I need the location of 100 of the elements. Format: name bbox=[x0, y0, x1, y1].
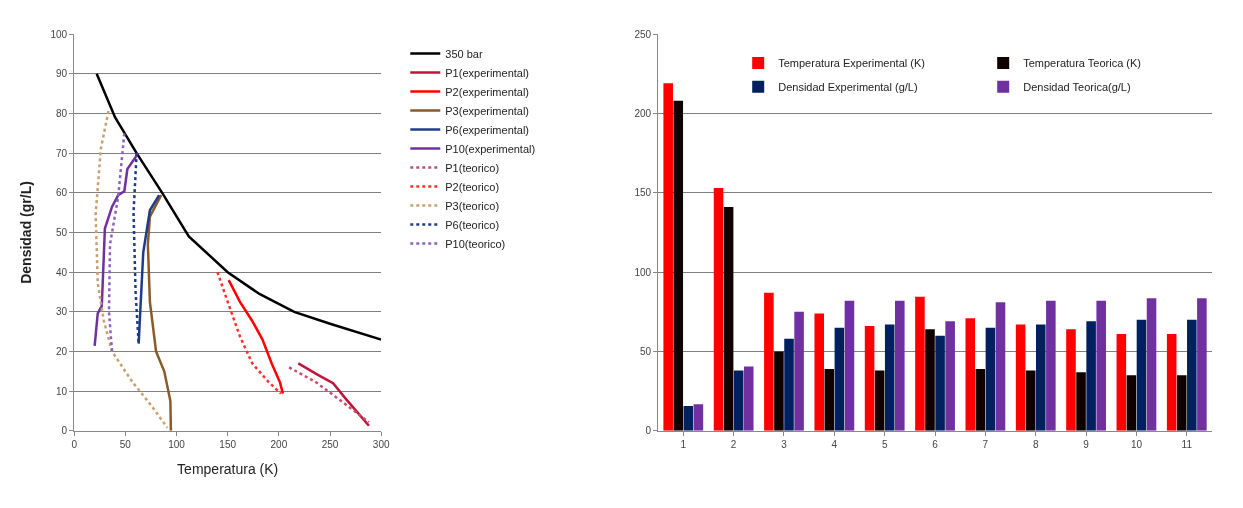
line-series bbox=[146, 193, 173, 431]
bar bbox=[1166, 334, 1177, 431]
line-series bbox=[287, 366, 371, 424]
y-tick-label: 0 bbox=[61, 425, 68, 437]
x-tick-label: 11 bbox=[1181, 438, 1193, 450]
bar bbox=[985, 327, 996, 431]
bar bbox=[663, 83, 673, 431]
bar bbox=[925, 329, 935, 431]
bar bbox=[1046, 300, 1056, 431]
x-tick-label: 250 bbox=[321, 438, 339, 450]
legend-label: Temperatura Experimental (K) bbox=[778, 57, 925, 70]
bar bbox=[895, 300, 905, 431]
y-tick-label: 0 bbox=[645, 425, 652, 437]
bar bbox=[965, 318, 976, 431]
y-tick-label: 20 bbox=[56, 346, 68, 358]
bar bbox=[784, 338, 794, 431]
bar bbox=[834, 327, 845, 431]
bar bbox=[713, 188, 724, 431]
x-axis-title: Temperatura (K) bbox=[177, 461, 279, 478]
bar bbox=[683, 405, 694, 431]
legend-label: P1(teorico) bbox=[445, 161, 500, 174]
bar bbox=[1197, 298, 1207, 431]
bar bbox=[824, 368, 835, 431]
x-tick-label: 4 bbox=[831, 438, 838, 450]
line-series bbox=[95, 72, 382, 341]
legend-label: P6(experimental) bbox=[445, 123, 530, 136]
x-tick-label: 3 bbox=[781, 438, 788, 450]
bar bbox=[723, 207, 734, 431]
y-axis-title: Densidad (gr/L) bbox=[18, 181, 35, 284]
legend-label: P3(experimental) bbox=[445, 104, 530, 117]
legend-label: Densidad Teorica(g/L) bbox=[1023, 81, 1131, 94]
x-tick-label: 8 bbox=[1032, 438, 1039, 450]
legend-label: P1(experimental) bbox=[445, 66, 530, 79]
y-tick-label: 80 bbox=[56, 107, 68, 119]
bar bbox=[884, 324, 895, 431]
x-tick-label: 5 bbox=[881, 438, 888, 450]
bar bbox=[1066, 329, 1076, 431]
y-tick-label: 200 bbox=[634, 107, 652, 119]
x-tick-label: 1 bbox=[680, 438, 687, 450]
bar bbox=[874, 370, 885, 431]
line-series bbox=[107, 132, 126, 353]
x-tick-label: 100 bbox=[168, 438, 186, 450]
bar bbox=[794, 311, 804, 431]
bar bbox=[774, 351, 784, 431]
y-tick-label: 60 bbox=[56, 187, 68, 199]
bar bbox=[764, 292, 774, 431]
bar bbox=[844, 300, 855, 431]
y-tick-label: 250 bbox=[634, 28, 652, 40]
legend-label: P10(experimental) bbox=[445, 142, 536, 155]
bar bbox=[1187, 319, 1197, 431]
bar bbox=[1096, 300, 1106, 431]
legend-label: P6(teorico) bbox=[445, 218, 500, 231]
bar bbox=[864, 326, 875, 431]
y-tick-label: 50 bbox=[56, 226, 68, 238]
x-tick-label: 50 bbox=[119, 438, 132, 450]
bar bbox=[814, 313, 825, 431]
y-tick-label: 100 bbox=[50, 28, 68, 40]
x-tick-label: 2 bbox=[730, 438, 737, 450]
bar bbox=[1025, 370, 1036, 431]
bar bbox=[1086, 321, 1096, 431]
bar bbox=[1015, 324, 1026, 431]
x-tick-label: 7 bbox=[982, 438, 989, 450]
x-tick-label: 10 bbox=[1130, 438, 1143, 450]
legend-label: P3(teorico) bbox=[445, 199, 500, 212]
bar bbox=[935, 335, 945, 431]
x-tick-label: 200 bbox=[270, 438, 288, 450]
legend-label: P10(teorico) bbox=[445, 237, 506, 250]
y-tick-label: 10 bbox=[56, 385, 68, 397]
bar bbox=[1146, 298, 1157, 431]
y-tick-label: 150 bbox=[634, 187, 652, 199]
bar bbox=[945, 321, 955, 431]
legend-label: P2(teorico) bbox=[445, 180, 500, 193]
bar bbox=[995, 302, 1006, 431]
legend-label: Densidad Experimental (g/L) bbox=[778, 81, 918, 94]
line-series bbox=[216, 270, 283, 395]
line-series bbox=[94, 109, 169, 429]
x-tick-label: 6 bbox=[932, 438, 939, 450]
bar bbox=[975, 368, 986, 431]
line-series bbox=[227, 278, 285, 395]
x-tick-label: 150 bbox=[219, 438, 237, 450]
bar bbox=[693, 404, 704, 431]
bar bbox=[1116, 334, 1127, 431]
bar bbox=[673, 100, 684, 431]
y-tick-label: 70 bbox=[56, 147, 68, 159]
bar bbox=[743, 366, 754, 431]
y-tick-label: 100 bbox=[634, 266, 652, 278]
legend-label: 350 bar bbox=[445, 47, 483, 60]
bar bbox=[1126, 375, 1137, 431]
x-tick-label: 9 bbox=[1083, 438, 1090, 450]
bar bbox=[1136, 319, 1147, 431]
x-tick-label: 0 bbox=[71, 438, 78, 450]
bar bbox=[915, 296, 925, 431]
bar bbox=[1176, 375, 1187, 431]
y-tick-label: 90 bbox=[56, 68, 68, 80]
legend-label: P2(experimental) bbox=[445, 85, 530, 98]
bar bbox=[1076, 372, 1086, 431]
legend-label: Temperatura Teorica (K) bbox=[1023, 57, 1141, 70]
line-series bbox=[297, 362, 371, 427]
y-tick-label: 50 bbox=[639, 346, 652, 358]
bar bbox=[733, 370, 744, 431]
